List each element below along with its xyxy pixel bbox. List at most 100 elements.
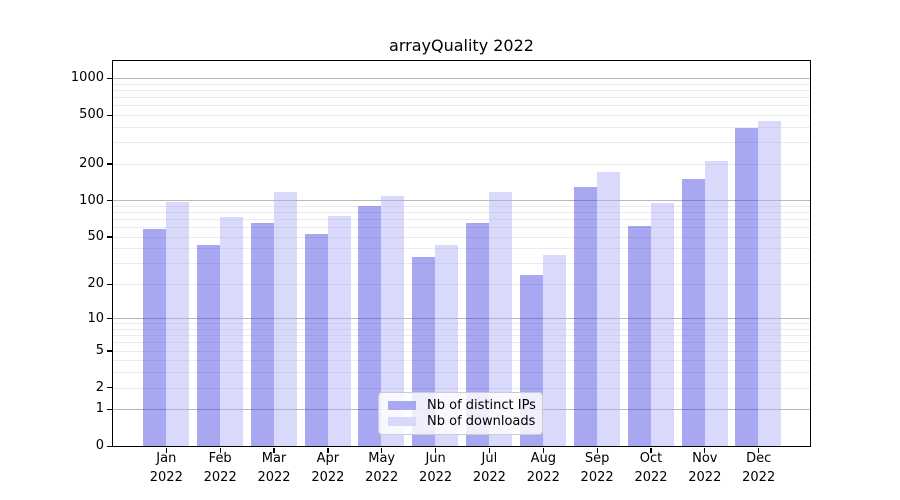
y-tick-label-5: 5 (95, 342, 104, 358)
y-tick-label-100: 100 (79, 192, 104, 208)
x-tick-label-oct: Oct 2022 (611, 450, 691, 487)
x-tick-year: 2022 (688, 469, 722, 485)
y-tick-label-1000: 1000 (70, 70, 104, 86)
x-tick-label-may: May 2022 (342, 450, 422, 487)
gridline-30 (113, 263, 810, 265)
x-tick-month: Dec (746, 451, 772, 466)
gridline-7 (113, 335, 810, 337)
gridline-700 (113, 97, 810, 99)
gridline-40 (113, 248, 810, 250)
y-tick-mark (107, 236, 112, 238)
x-tick-year: 2022 (311, 469, 345, 485)
gridline-50 (113, 236, 810, 238)
x-tick-year: 2022 (580, 469, 614, 485)
bar-distinct-ips-nov (681, 178, 705, 446)
x-tick-mark (542, 447, 544, 453)
x-tick-year: 2022 (526, 469, 560, 485)
bar-distinct-ips-apr (304, 233, 328, 446)
bar-downloads-feb (219, 216, 243, 446)
plot-area: Nb of distinct IPs Nb of downloads (112, 60, 811, 447)
x-tick-month: May (368, 451, 396, 466)
x-tick-month: Oct (639, 451, 663, 466)
gridline-900 (113, 83, 810, 85)
bar-distinct-ips-mar (250, 222, 274, 446)
bar-downloads-mar (273, 191, 297, 446)
bar-distinct-ips-jul (466, 222, 490, 446)
bar-downloads-jul (489, 192, 513, 446)
y-tick-label-1: 1 (95, 401, 104, 417)
x-tick-label-feb: Feb 2022 (180, 450, 260, 487)
gridline-80 (113, 212, 810, 213)
gridline-800 (113, 90, 810, 91)
y-tick-label-0: 0 (95, 438, 104, 454)
y-tick-mark (107, 77, 112, 80)
x-tick-label-apr: Apr 2022 (288, 450, 368, 487)
y-tick-label-20: 20 (87, 276, 104, 292)
y-tick-mark (107, 200, 112, 202)
gridline-200 (113, 163, 810, 165)
legend-swatch-downloads (388, 417, 416, 427)
x-tick-year: 2022 (203, 469, 237, 485)
y-tick-label-500: 500 (79, 107, 104, 123)
x-tick-mark (219, 447, 221, 453)
x-tick-label-mar: Mar 2022 (234, 450, 314, 487)
x-tick-mark (165, 447, 167, 453)
gridline-600 (113, 105, 810, 107)
legend-label-downloads: Nb of downloads (427, 414, 536, 430)
bar-downloads-sep (596, 171, 620, 446)
y-tick-mark (107, 283, 112, 285)
x-tick-label-dec: Dec 2022 (719, 450, 799, 487)
gridline-100 (113, 200, 810, 202)
x-tick-mark (704, 447, 706, 453)
x-tick-month: Apr (316, 451, 340, 466)
x-tick-label-jun: Jun 2022 (396, 450, 476, 487)
x-tick-label-nov: Nov 2022 (665, 450, 745, 487)
x-tick-year: 2022 (365, 469, 399, 485)
y-tick-mark (107, 114, 112, 116)
bar-downloads-apr (327, 216, 351, 446)
legend-item-downloads: Nb of downloads (388, 414, 536, 430)
y-tick-mark (107, 445, 112, 447)
x-tick-mark (650, 447, 652, 453)
x-tick-month: Jul (481, 451, 498, 466)
x-tick-year: 2022 (257, 469, 291, 485)
x-tick-mark (758, 447, 760, 453)
y-tick-mark (107, 387, 112, 389)
legend-swatch-distinct-ips (388, 400, 416, 410)
bar-distinct-ips-feb (196, 244, 220, 446)
y-tick-label-200: 200 (79, 155, 104, 171)
x-tick-month: Sep (584, 451, 610, 466)
x-tick-year: 2022 (149, 469, 183, 485)
x-tick-mark (273, 447, 275, 453)
bar-downloads-aug (542, 255, 566, 446)
bar-downloads-jan (166, 201, 189, 446)
bar-downloads-may (381, 195, 405, 446)
gridline-6 (113, 342, 810, 344)
chart-title: arrayQuality 2022 (389, 36, 534, 55)
bar-distinct-ips-sep (573, 187, 597, 446)
x-tick-month: Mar (261, 451, 287, 466)
x-tick-month: Feb (208, 451, 232, 466)
x-tick-mark (381, 447, 383, 453)
x-tick-label-jul: Jul 2022 (449, 450, 529, 487)
x-tick-year: 2022 (634, 469, 668, 485)
x-tick-mark (434, 447, 437, 453)
y-tick-label-10: 10 (87, 310, 104, 326)
bar-downloads-nov (704, 161, 728, 446)
x-tick-month: Jan (156, 451, 177, 466)
gridline-90 (113, 205, 810, 207)
x-tick-label-jan: Jan 2022 (126, 450, 206, 487)
x-tick-month: Aug (530, 451, 556, 466)
bar-downloads-dec (758, 121, 782, 446)
x-tick-year: 2022 (742, 469, 776, 485)
y-tick-mark (107, 350, 112, 352)
x-tick-label-aug: Aug 2022 (503, 450, 583, 487)
gridline-3 (113, 372, 810, 374)
legend: Nb of distinct IPs Nb of downloads (378, 392, 543, 435)
legend-label-distinct-ips: Nb of distinct IPs (427, 397, 536, 413)
bar-distinct-ips-dec (735, 128, 759, 446)
gridline-9 (113, 323, 810, 325)
legend-item-distinct-ips: Nb of distinct IPs (388, 397, 536, 413)
bar-distinct-ips-jan (143, 228, 166, 446)
gridline-4 (113, 360, 810, 362)
